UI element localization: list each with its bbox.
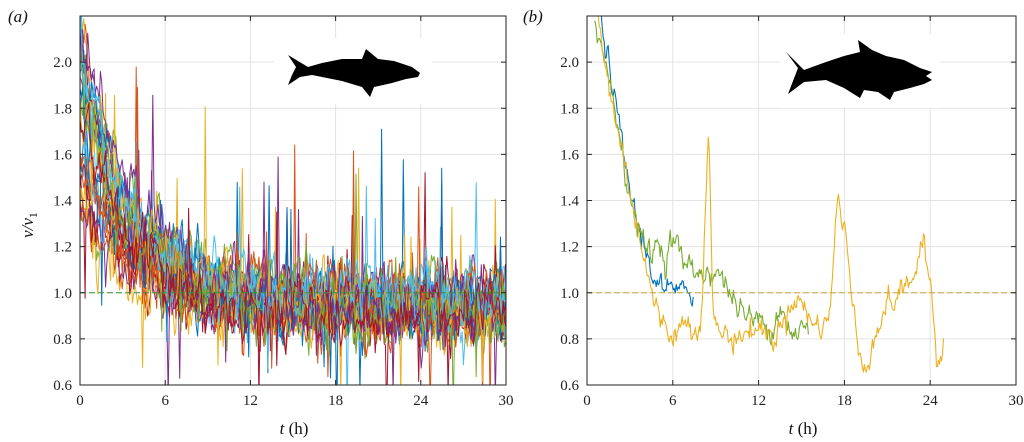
y-tick-label: 1.8 xyxy=(560,101,579,117)
plot-area xyxy=(80,16,506,385)
y-tick-label: 0.8 xyxy=(560,332,579,348)
x-axis-label-a: t (h) xyxy=(280,419,309,438)
y-axis-label: v/v1 xyxy=(18,212,40,238)
tuna-icon xyxy=(786,40,932,100)
y-tick-label: 1.2 xyxy=(53,240,72,256)
y-tick-label: 1.0 xyxy=(53,286,72,302)
y-tick-label: 0.8 xyxy=(53,332,72,348)
x-tick-label: 30 xyxy=(1009,393,1024,409)
x-tick-label: 18 xyxy=(837,393,852,409)
series-line xyxy=(80,31,506,327)
y-tick-label: 2.0 xyxy=(560,55,579,71)
y-tick-label: 1.6 xyxy=(560,147,579,163)
panel-a: 0 6 12 18 24 30 0.6 0.8 1.0 1.2 1.4 1.6 1.8 2.0 xyxy=(53,15,514,409)
y-tick-label: 1.0 xyxy=(560,286,579,302)
x-tick-label: 12 xyxy=(243,393,258,409)
y-tick-label: 1.8 xyxy=(53,101,72,117)
x-tick-label: 24 xyxy=(413,393,429,409)
x-tick-label: 30 xyxy=(499,393,514,409)
plot-area xyxy=(587,16,1016,373)
panel-b: 0 6 12 18 24 30 0.6 0.8 1.0 1.2 1.4 1.6 1.8 2.0 xyxy=(560,15,1024,409)
series-line xyxy=(80,102,506,385)
x-tick-label: 6 xyxy=(161,393,169,409)
series-line xyxy=(597,16,945,373)
x-tick-label: 18 xyxy=(328,393,343,409)
x-tick-label: 0 xyxy=(583,393,591,409)
y-tick-label: 1.6 xyxy=(53,147,72,163)
x-tick-label: 0 xyxy=(76,393,84,409)
panel-label-a: (a) xyxy=(8,7,28,26)
y-tick-label: 2.0 xyxy=(53,55,72,71)
series-line xyxy=(594,21,809,346)
x-tick-label: 12 xyxy=(751,393,766,409)
panel-label-b: (b) xyxy=(523,7,543,26)
series-line xyxy=(80,43,506,378)
y-tick-label: 1.2 xyxy=(560,240,579,256)
shark-icon xyxy=(288,49,420,97)
y-tick-label: 0.6 xyxy=(560,378,579,394)
y-tick-label: 0.6 xyxy=(53,378,72,394)
y-tick-label: 1.4 xyxy=(560,194,579,210)
series-line xyxy=(80,29,506,385)
x-axis-label-b: t (h) xyxy=(789,419,818,438)
x-tick-label: 6 xyxy=(669,393,677,409)
y-tick-label: 1.4 xyxy=(53,194,72,210)
x-tick-label: 24 xyxy=(923,393,939,409)
